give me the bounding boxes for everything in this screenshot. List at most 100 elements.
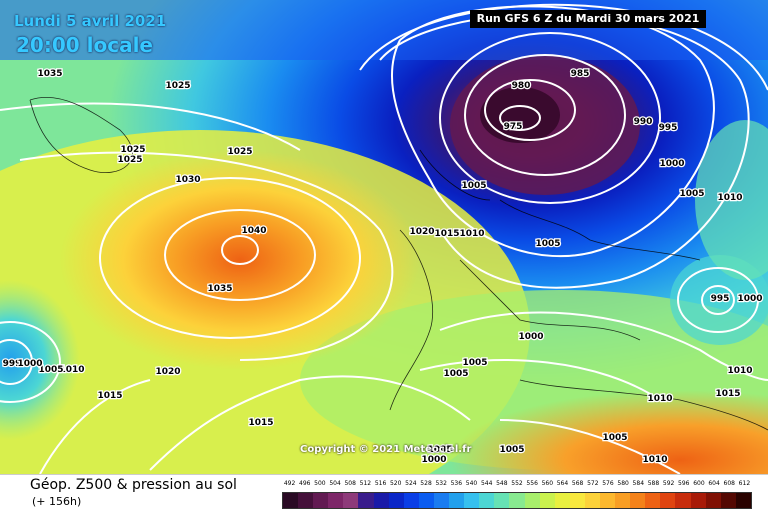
legend-swatch — [539, 493, 555, 508]
legend-swatch — [720, 493, 736, 508]
isobar-label: 1015 — [248, 418, 273, 428]
legend-swatch — [298, 493, 314, 508]
isobar-label: 995 — [659, 123, 678, 133]
isobar-label: 1000 — [518, 332, 543, 342]
isobar-label: 1020 — [155, 367, 180, 377]
isobar-label: 1025 — [165, 81, 190, 91]
isobar-label: 975 — [504, 122, 523, 132]
isobar-label: 1010 — [717, 193, 742, 203]
isobar-lines — [0, 3, 768, 474]
legend-swatch — [630, 493, 646, 508]
legend-swatch — [735, 493, 751, 508]
color-scale-legend: 492 496 500 504 508 512 516 520 524 528 532 536 540 5… — [282, 480, 752, 509]
isobar-label: 1005 — [602, 433, 627, 443]
legend-label: 532 — [435, 480, 447, 487]
legend-swatch — [343, 493, 359, 508]
legend-swatch — [615, 493, 631, 508]
isobar-label: 1030 — [175, 175, 200, 185]
model-run-banner: Run GFS 6 Z du Mardi 30 mars 2021 — [470, 10, 706, 28]
isobar-label: 1035 — [37, 69, 62, 79]
legend-label: 568 — [571, 480, 584, 487]
isobar-label: 1005 — [461, 181, 486, 191]
isobar-label: 1005 — [679, 189, 704, 199]
legend-swatch — [464, 493, 480, 508]
isobar-label: 1000 — [421, 455, 446, 465]
legend-label: 604 — [708, 480, 720, 487]
legend-swatch — [494, 493, 510, 508]
legend-swatch — [599, 493, 616, 508]
legend-label: 584 — [632, 480, 645, 487]
legend-label: 556 — [526, 480, 538, 487]
legend-swatch — [569, 493, 585, 508]
legend-label: 528 — [420, 480, 432, 487]
legend-label: 592 — [662, 480, 675, 487]
isobar-label: 985 — [571, 69, 590, 79]
legend-swatch — [584, 493, 600, 508]
legend-label: 504 — [329, 480, 341, 487]
isobar-label: 1000 — [659, 159, 684, 169]
legend-swatch — [675, 493, 691, 508]
legend-swatch — [283, 493, 299, 508]
isobar-label: 1020 — [409, 227, 434, 237]
legend-labels: 492 496 500 504 508 512 516 520 524 528 532 536 540 5… — [282, 480, 752, 490]
isobar-label: 1005 — [499, 445, 524, 455]
legend-swatch — [645, 493, 661, 508]
legend-label: 612 — [738, 480, 751, 487]
legend-swatch — [373, 493, 389, 508]
map-south-warm — [450, 390, 768, 474]
isobar-label: 1005 — [443, 369, 468, 379]
map-northeast-green — [695, 120, 768, 280]
legend-label: 520 — [389, 480, 402, 487]
isobar-labels: 1035 1025 1025 1025 1025 1030 1040 1035 … — [1, 68, 763, 467]
isobar-label: 1035 — [207, 284, 232, 294]
legend-color-bar — [282, 492, 752, 509]
legend-swatch — [433, 493, 450, 508]
isobar-label: 1015 — [97, 391, 122, 401]
legend-swatch — [660, 493, 676, 508]
legend-label: 600 — [693, 480, 705, 487]
legend-swatch — [690, 493, 706, 508]
legend-label: 552 — [511, 480, 523, 487]
legend-label: 564 — [556, 480, 569, 487]
isobar-label: 990 — [634, 117, 653, 127]
legend-label: 608 — [723, 480, 735, 487]
legend-swatch — [388, 493, 404, 508]
legend-swatch — [313, 493, 329, 508]
map-west-low — [0, 280, 80, 440]
map-high-core — [60, 150, 420, 370]
legend-label: 548 — [496, 480, 508, 487]
legend-swatch — [328, 493, 344, 508]
legend-label: 572 — [587, 480, 599, 487]
isobar-label: 1000 — [17, 359, 42, 369]
isobar-label: 1010 — [642, 455, 667, 465]
legend-swatch — [524, 493, 540, 508]
isobar-label: 1005 — [38, 365, 63, 375]
forecast-date: Lundi 5 avril 2021 — [14, 12, 167, 30]
legend-label: 540 — [465, 480, 478, 487]
isobar-label: 980 — [512, 81, 531, 91]
legend-label: 492 — [283, 480, 296, 487]
legend-swatch — [479, 493, 495, 508]
legend-swatch — [449, 493, 465, 508]
coastlines — [29, 96, 768, 431]
legend-label: 544 — [480, 480, 493, 487]
isobar-label: 1025 — [227, 147, 252, 157]
isobar-label: 1015 — [715, 389, 740, 399]
copyright-text: Copyright © 2021 Meteociel.fr — [300, 444, 472, 455]
legend-label: 560 — [541, 480, 554, 487]
legend-label: 508 — [344, 480, 356, 487]
legend-swatch — [403, 493, 419, 508]
isobar-label: 1005 — [427, 445, 452, 455]
map-footer: Géop. Z500 & pression au sol (+ 156h) 49… — [0, 474, 768, 513]
isobar-label: 1010 — [647, 394, 672, 404]
isobar-label: 999 — [3, 359, 22, 369]
legend-label: 536 — [450, 480, 463, 487]
isobar-label: 1025 — [120, 145, 145, 155]
legend-label: 576 — [602, 480, 614, 487]
legend-label: 588 — [647, 480, 660, 487]
map-title: Géop. Z500 & pression au sol — [30, 477, 237, 493]
isobar-label: 1005 — [535, 239, 560, 249]
legend-swatch — [358, 493, 374, 508]
legend-label: 596 — [678, 480, 690, 487]
forecast-hour: (+ 156h) — [32, 495, 82, 508]
